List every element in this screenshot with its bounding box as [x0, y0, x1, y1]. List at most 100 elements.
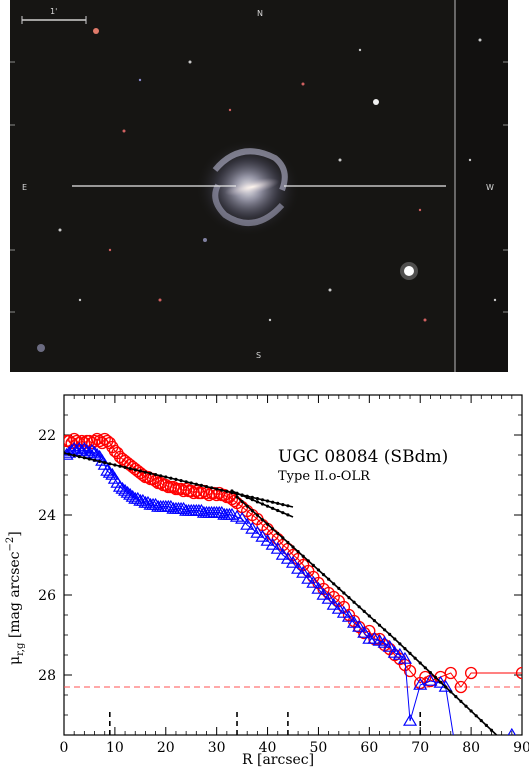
fit-point: [103, 461, 107, 465]
fit-point: [123, 465, 127, 469]
field-stars: [37, 28, 497, 352]
sky-background-right: [455, 0, 508, 372]
blue-triangle-point: [352, 619, 367, 632]
y-axis-title-exp: −2: [5, 537, 16, 552]
blue-triangle-point: [296, 565, 311, 578]
fit-point: [367, 614, 371, 618]
fit-point: [362, 609, 366, 614]
blue-triangle-point: [87, 445, 102, 458]
blue-triangle-point: [301, 571, 316, 584]
fit-point: [260, 518, 265, 522]
blue-triangle-point: [336, 605, 351, 618]
y-axis-title-close: ]: [7, 531, 23, 536]
fit-point: [199, 483, 203, 487]
red-circle-point: [154, 476, 167, 490]
fit-point: [286, 513, 290, 517]
fit-point: [64, 451, 66, 455]
blue-triangle-point: [413, 677, 428, 690]
fit-point: [235, 495, 239, 499]
galaxy-image-panel: 1' N S E W: [10, 0, 508, 372]
fit-point: [316, 568, 321, 572]
fit-point: [474, 714, 478, 718]
fit-point: [159, 474, 163, 478]
y-axis-title: μr,g [mag arcsec−2]: [5, 531, 26, 665]
galaxy-arm: [212, 148, 288, 192]
blue-triangle-point: [438, 679, 453, 692]
red-circle-point: [464, 666, 478, 680]
red-circle-point: [228, 494, 241, 508]
fit-point: [148, 471, 153, 475]
blue-triangle-point: [433, 675, 448, 688]
blue-triangle-point: [423, 673, 438, 686]
y-axis-title-sub: r,g: [15, 642, 26, 656]
fit-point: [296, 550, 300, 554]
fit-point: [72, 453, 76, 457]
fit-point: [291, 545, 295, 549]
blue-triangle-point: [265, 537, 280, 550]
fit-point: [255, 500, 259, 504]
fit-point: [82, 456, 86, 460]
x-tick-label: 90: [513, 740, 529, 756]
fit-point: [255, 497, 259, 501]
blue-triangle-point: [245, 521, 260, 534]
fit-point: [118, 464, 122, 468]
fit-point: [240, 493, 244, 497]
fit-point: [189, 481, 193, 485]
fit-point: [342, 591, 346, 595]
blue-triangle-point: [397, 651, 413, 664]
red-circle-point: [141, 470, 155, 484]
fit-point: [240, 499, 244, 504]
x-tick-label: 60: [360, 740, 378, 756]
blue-triangle-point: [84, 443, 100, 456]
fit-point: [113, 463, 117, 467]
fit-point: [67, 452, 71, 456]
blue-triangle-point: [331, 601, 346, 614]
blue-triangle-point: [377, 635, 392, 648]
fit-point: [438, 680, 443, 684]
fit-point: [174, 477, 178, 481]
fit-point: [444, 685, 448, 689]
fit-point: [184, 480, 188, 484]
fit-point: [332, 582, 336, 586]
blue-triangle-point: [316, 587, 331, 600]
fit-point: [255, 513, 259, 517]
red-circle-point: [403, 664, 417, 678]
x-tick-label: 20: [157, 740, 175, 756]
fit-point: [372, 619, 377, 623]
fit-point: [393, 637, 397, 641]
x-axis-title: R [arcsec]: [242, 752, 314, 768]
fit-point: [209, 486, 214, 490]
blue-triangle-point: [270, 541, 285, 554]
fit-point: [230, 489, 234, 493]
x-tick-label: 80: [462, 740, 480, 756]
fit-point: [108, 462, 112, 466]
fit-point: [408, 651, 412, 656]
blue-triangle-point: [347, 615, 362, 628]
fit-point: [321, 573, 326, 577]
image-edge-ticks: [10, 61, 508, 313]
x-tick-label: 10: [106, 740, 124, 756]
chart-title: UGC 08084 (SBdm): [278, 447, 448, 467]
y-tick-label: 26: [38, 588, 56, 604]
compass-south: S: [256, 351, 261, 360]
fit-point: [265, 522, 270, 526]
y-axis-title-unit: [mag arcsec: [7, 551, 23, 642]
fit-point: [245, 504, 249, 508]
blue-triangle-point: [280, 551, 295, 564]
fit-point: [271, 506, 275, 510]
fit-point: [454, 695, 458, 699]
fit-point: [433, 675, 438, 680]
fit-point: [265, 499, 270, 503]
fit-point: [77, 455, 81, 459]
blue-triangle-point: [120, 485, 135, 498]
fit-point: [260, 502, 265, 506]
blue-triangle-point: [285, 555, 301, 568]
red-circle-point: [213, 486, 226, 500]
fit-point: [347, 596, 351, 600]
fit-point: [98, 459, 102, 463]
fit-point: [276, 531, 280, 535]
fit-point: [464, 704, 468, 708]
fit-point: [301, 554, 305, 558]
fit-point: [92, 458, 97, 462]
